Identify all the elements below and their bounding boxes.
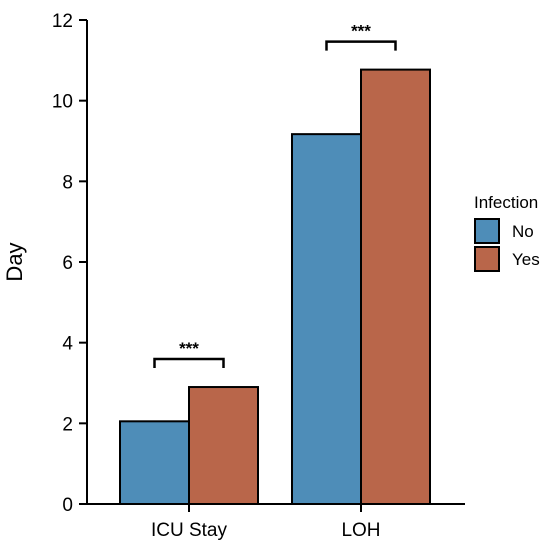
- x-axis-ticks: ICU Stay LOH: [151, 504, 381, 541]
- y-tick-label: 8: [62, 172, 73, 193]
- legend-swatch-no: [474, 218, 500, 244]
- bar-no-loh: [291, 133, 362, 505]
- bars: [119, 68, 431, 506]
- x-tick-label: LOH: [341, 520, 380, 541]
- bar-no-icu-stay: [119, 420, 190, 506]
- bar-yes-icu-stay: [188, 386, 259, 505]
- significance-bracket: [153, 357, 225, 369]
- y-tick-label: 12: [52, 11, 73, 32]
- significance-label: ***: [179, 339, 199, 358]
- significance-brackets: *** ***: [153, 22, 397, 369]
- legend-swatch-yes: [474, 246, 500, 272]
- y-axis-ticks: 0 2 4 6 8 10 12: [52, 11, 87, 516]
- legend: Infection No Yes: [474, 193, 540, 272]
- y-tick-label: 10: [52, 92, 73, 113]
- legend-title: Infection: [474, 193, 538, 212]
- significance-bracket: [325, 40, 397, 51]
- bar-yes-loh: [360, 68, 431, 506]
- significance-label: ***: [351, 22, 371, 41]
- y-tick-label: 0: [62, 495, 73, 516]
- y-axis-title: Day: [2, 242, 27, 281]
- y-tick-label: 2: [62, 414, 73, 435]
- y-tick-label: 4: [62, 334, 73, 355]
- legend-label-no: No: [512, 222, 534, 241]
- legend-label-yes: Yes: [512, 250, 540, 269]
- x-tick-label: ICU Stay: [151, 520, 228, 541]
- y-tick-label: 6: [62, 253, 73, 274]
